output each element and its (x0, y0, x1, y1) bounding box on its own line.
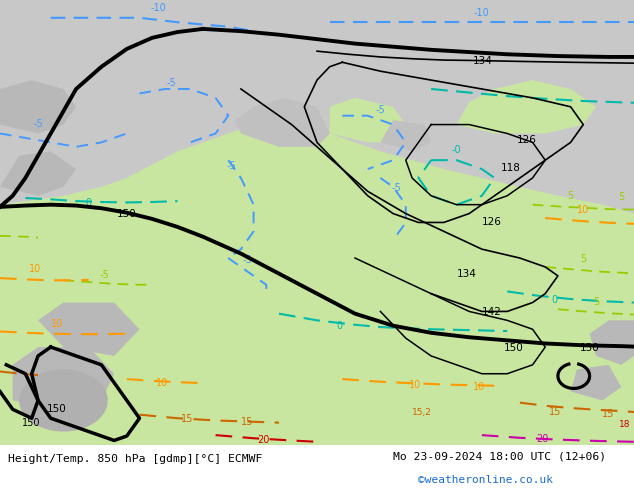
Polygon shape (456, 80, 596, 133)
Text: 20: 20 (536, 434, 548, 444)
Text: 5: 5 (618, 192, 624, 202)
Text: ©weatheronline.co.uk: ©weatheronline.co.uk (418, 475, 553, 485)
Polygon shape (0, 80, 76, 133)
Text: 15,2: 15,2 (411, 408, 432, 416)
Polygon shape (13, 347, 114, 409)
Text: -5: -5 (226, 161, 236, 171)
Polygon shape (330, 98, 406, 143)
Text: -5: -5 (242, 254, 252, 265)
Text: 15: 15 (181, 414, 193, 424)
Text: 5: 5 (593, 297, 599, 307)
Text: 126: 126 (482, 218, 501, 227)
Text: -10: -10 (151, 3, 166, 13)
Text: 0: 0 (336, 321, 342, 331)
Text: 150: 150 (47, 404, 67, 415)
Text: 10: 10 (29, 264, 41, 274)
Text: 118: 118 (501, 163, 521, 173)
Text: 5: 5 (580, 254, 586, 264)
Text: 20: 20 (257, 435, 269, 445)
Text: 10: 10 (51, 319, 63, 329)
Text: -5: -5 (391, 183, 401, 194)
Text: 15: 15 (548, 407, 561, 416)
Text: 134: 134 (456, 269, 476, 279)
Text: Mo 23-09-2024 18:00 UTC (12+06): Mo 23-09-2024 18:00 UTC (12+06) (393, 451, 606, 461)
Text: 10: 10 (577, 205, 590, 215)
Polygon shape (0, 120, 634, 445)
Polygon shape (571, 365, 621, 400)
Text: 10: 10 (409, 380, 422, 390)
Text: 18: 18 (619, 420, 630, 429)
Text: -5: -5 (33, 119, 43, 129)
Text: -5: -5 (100, 270, 110, 280)
Text: -10: -10 (474, 7, 489, 18)
Text: 15: 15 (602, 409, 615, 419)
Polygon shape (380, 120, 431, 151)
Text: -5: -5 (375, 105, 385, 116)
Text: 10: 10 (155, 378, 168, 388)
Text: 150: 150 (22, 417, 41, 428)
Text: 5: 5 (567, 191, 574, 201)
Text: 0: 0 (552, 294, 558, 305)
Text: 126: 126 (517, 135, 536, 145)
Text: 142: 142 (482, 307, 501, 318)
Text: 150: 150 (580, 343, 600, 353)
Text: 15: 15 (241, 417, 254, 427)
Text: 150: 150 (504, 343, 524, 353)
Polygon shape (19, 369, 108, 432)
Text: 150: 150 (117, 209, 136, 220)
Text: 0: 0 (86, 198, 92, 208)
Text: Height/Temp. 850 hPa [gdmp][°C] ECMWF: Height/Temp. 850 hPa [gdmp][°C] ECMWF (8, 454, 262, 465)
Polygon shape (235, 98, 330, 147)
Polygon shape (38, 302, 139, 356)
Polygon shape (0, 151, 76, 196)
Polygon shape (590, 320, 634, 365)
Text: 10: 10 (472, 382, 485, 392)
Text: -0: -0 (451, 146, 462, 155)
Text: 134: 134 (472, 56, 492, 67)
Text: -5: -5 (166, 78, 176, 88)
